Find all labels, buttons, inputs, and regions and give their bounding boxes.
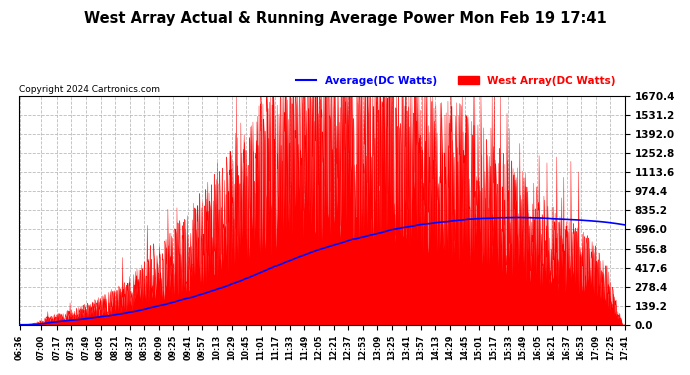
Text: West Array Actual & Running Average Power Mon Feb 19 17:41: West Array Actual & Running Average Powe… [83, 11, 607, 26]
Legend: Average(DC Watts), West Array(DC Watts): Average(DC Watts), West Array(DC Watts) [291, 72, 620, 90]
Text: Copyright 2024 Cartronics.com: Copyright 2024 Cartronics.com [19, 85, 161, 94]
